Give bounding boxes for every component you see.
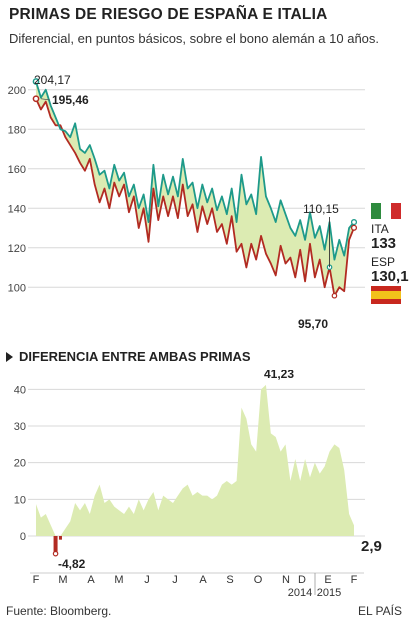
x-tick-label: F xyxy=(33,574,40,586)
y-tick-label: 140 xyxy=(8,203,26,215)
difference-area-chart: 0 10 20 30 40 -4,82 41,23 2,9 F M A M J J A S O N D E F 201… xyxy=(14,370,382,599)
x-tick-label: S xyxy=(226,574,233,586)
legend-esp-value: 130,1 xyxy=(371,268,409,285)
x-tick-label: D xyxy=(298,574,306,586)
x-tick-label: N xyxy=(282,574,290,586)
legend-ita-label: ITA xyxy=(371,222,389,236)
esp-min-label: 95,70 xyxy=(298,317,328,330)
y-tick-label: 0 xyxy=(20,531,26,543)
y-tick-label: 30 xyxy=(14,421,26,433)
esp-min-marker xyxy=(331,292,338,299)
esp-max-label: 195,46 xyxy=(52,93,89,107)
y-tick-label: 180 xyxy=(8,124,26,136)
italy-flag-white xyxy=(381,203,391,219)
y-tick-label: 120 xyxy=(8,243,26,255)
negative-spread-bar xyxy=(53,536,58,554)
min-diff-label: -4,82 xyxy=(58,557,86,571)
x-tick-label: M xyxy=(58,574,67,586)
triangle-icon xyxy=(6,352,13,362)
chart-title: PRIMAS DE RIESGO DE ESPAÑA E ITALIA xyxy=(9,6,328,23)
year-label: 2014 xyxy=(288,587,312,599)
max-diff-label: 41,23 xyxy=(264,370,294,381)
negative-spread-bar xyxy=(58,536,62,540)
x-tick-label: E xyxy=(324,574,331,586)
difference-area xyxy=(36,384,354,536)
chart-subtitle: Diferencial, en puntos básicos, sobre el… xyxy=(9,31,380,46)
y-tick-label: 10 xyxy=(14,494,26,506)
esp-max-leader xyxy=(40,98,51,101)
ita-start-marker xyxy=(32,78,40,85)
min-marker xyxy=(52,550,59,557)
esp-start-marker xyxy=(32,95,40,103)
x-tick-label: A xyxy=(87,574,95,586)
ita-series-line xyxy=(35,81,355,261)
x-tick-label: M xyxy=(114,574,123,586)
brand-logo-text: EL PAÍS xyxy=(357,604,402,618)
source-note: Fuente: Bloomberg. xyxy=(6,604,112,618)
section2-title: DIFERENCIA ENTRE AMBAS PRIMAS xyxy=(6,349,251,364)
ita-max-label: 204,17 xyxy=(34,73,71,87)
x-tick-label: J xyxy=(172,574,178,586)
x-tick-label: O xyxy=(254,574,263,586)
x-tick-label: F xyxy=(351,574,358,586)
x-tick-label: J xyxy=(144,574,150,586)
spain-flag-red-top xyxy=(371,286,401,291)
legend-esp-label: ESP xyxy=(371,255,395,269)
y-tick-label: 200 xyxy=(8,85,26,97)
spread-line-chart: 100 120 140 160 180 200 204,17 195,46 110,15 95,… xyxy=(8,73,409,330)
y-tick-label: 20 xyxy=(14,458,26,470)
year-label: 2015 xyxy=(317,587,341,599)
y-tick-label: 40 xyxy=(14,384,26,396)
esp-series-line xyxy=(35,98,355,297)
section2-title-text: DIFERENCIA ENTRE AMBAS PRIMAS xyxy=(19,349,251,364)
y-tick-label: 160 xyxy=(8,164,26,176)
current-diff-label: 2,9 xyxy=(361,538,382,555)
spain-flag-red-bottom xyxy=(371,299,401,304)
spread-fill-area xyxy=(36,81,354,296)
ita-end-marker xyxy=(350,219,358,226)
legend-ita-value: 133 xyxy=(371,235,396,252)
spain-flag-yellow xyxy=(371,291,401,299)
x-tick-label: A xyxy=(199,574,207,586)
italy-flag-green xyxy=(371,203,381,219)
ita-min-label: 110,15 xyxy=(303,202,339,216)
italy-flag-red xyxy=(391,203,401,219)
y-tick-label: 100 xyxy=(8,282,26,294)
esp-end-marker xyxy=(350,224,358,231)
